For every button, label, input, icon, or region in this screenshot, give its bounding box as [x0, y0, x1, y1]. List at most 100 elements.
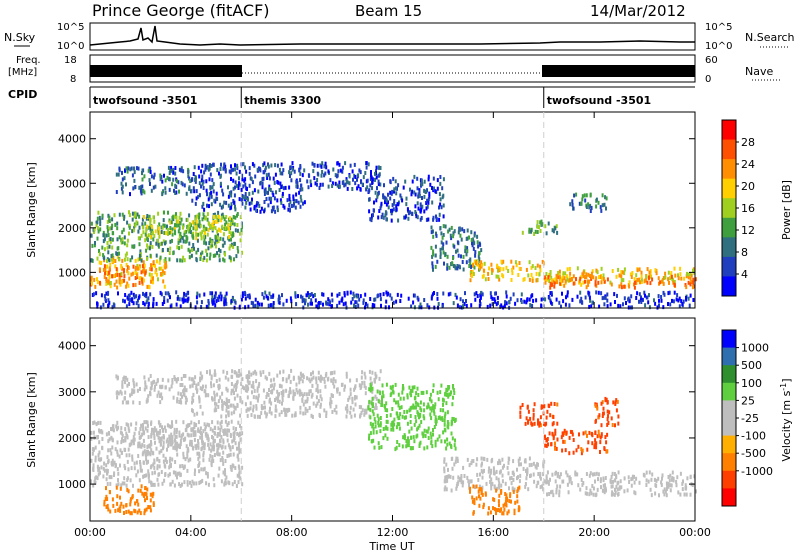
- range-gate-cell: [233, 222, 236, 227]
- range-gate-cell: [294, 205, 297, 210]
- freq-tick-left-top: 18: [64, 55, 77, 66]
- range-gate-cell: [94, 445, 97, 450]
- range-gate-cell: [404, 179, 407, 184]
- range-gate-cell: [236, 473, 239, 478]
- range-gate-cell: [124, 390, 127, 395]
- range-gate-cell: [458, 305, 461, 310]
- range-gate-cell: [413, 174, 416, 179]
- range-gate-cell: [672, 299, 675, 304]
- range-gate-cell: [438, 434, 441, 439]
- range-gate-cell: [382, 394, 385, 399]
- range-gate-cell: [98, 450, 101, 455]
- range-gate-cell: [442, 246, 444, 251]
- range-gate-cell: [522, 466, 525, 471]
- range-gate-cell: [354, 175, 357, 179]
- range-gate-cell: [497, 461, 499, 466]
- range-gate-cell: [121, 481, 124, 486]
- range-gate-cell: [227, 405, 230, 409]
- range-gate-cell: [153, 470, 156, 475]
- range-gate-cell: [105, 432, 108, 437]
- range-gate-cell: [163, 435, 165, 440]
- range-gate-cell: [208, 166, 211, 171]
- range-gate-cell: [212, 162, 215, 167]
- range-gate-cell: [482, 502, 485, 507]
- range-gate-cell: [290, 299, 293, 304]
- range-gate-cell: [497, 477, 500, 482]
- range-gate-cell: [214, 219, 217, 224]
- range-gate-cell: [115, 424, 118, 429]
- range-gate-cell: [282, 369, 285, 374]
- range-gate-cell: [568, 451, 571, 456]
- range-gate-cell: [103, 461, 106, 466]
- range-gate-cell: [215, 408, 218, 412]
- range-gate-cell: [349, 290, 352, 295]
- range-gate-cell: [545, 438, 548, 443]
- range-gate-cell: [100, 457, 103, 462]
- range-gate-cell: [129, 393, 132, 398]
- range-gate-cell: [447, 394, 450, 399]
- range-gate-cell: [318, 412, 321, 417]
- range-gate-cell: [476, 457, 479, 462]
- range-gate-cell: [495, 488, 498, 493]
- range-gate-cell: [303, 200, 306, 205]
- range-gate-cell: [187, 458, 190, 463]
- range-gate-cell: [390, 296, 393, 301]
- range-gate-cell: [152, 503, 155, 507]
- range-gate-cell: [446, 478, 449, 483]
- range-gate-cell: [509, 494, 512, 499]
- range-gate-cell: [204, 230, 206, 235]
- range-gate-cell: [214, 426, 217, 431]
- range-gate-cell: [382, 436, 385, 441]
- range-gate-cell: [201, 411, 204, 416]
- range-gate-cell: [373, 208, 375, 213]
- range-gate-cell: [171, 380, 174, 385]
- range-gate-cell: [161, 192, 164, 197]
- range-gate-cell: [211, 295, 214, 300]
- range-gate-cell: [248, 191, 251, 196]
- range-gate-cell: [377, 423, 380, 428]
- range-gate-cell: [368, 436, 370, 441]
- range-gate-cell: [162, 279, 165, 284]
- range-gate-cell: [208, 446, 211, 451]
- range-gate-cell: [226, 401, 229, 406]
- range-gate-cell: [617, 414, 620, 419]
- range-gate-cell: [539, 476, 542, 481]
- range-gate-cell: [439, 247, 442, 252]
- range-gate-cell: [123, 214, 126, 219]
- range-gate-cell: [255, 406, 258, 411]
- range-gate-cell: [352, 291, 355, 296]
- range-gate-cell: [206, 471, 209, 476]
- range-gate-cell: [185, 229, 188, 234]
- range-gate-cell: [268, 409, 271, 414]
- range-gate-cell: [379, 297, 382, 302]
- range-gate-cell: [152, 237, 155, 242]
- range-gate-cell: [144, 270, 147, 275]
- range-gate-cell: [563, 276, 566, 281]
- range-gate-cell: [402, 384, 404, 388]
- range-gate-cell: [301, 295, 304, 300]
- range-gate-cell: [232, 438, 235, 443]
- range-gate-cell: [311, 161, 314, 166]
- range-gate-cell: [410, 426, 413, 431]
- range-gate-cell: [406, 443, 409, 448]
- range-gate-cell: [132, 438, 135, 443]
- range-gate-cell: [214, 431, 217, 436]
- range-gate-cell: [222, 204, 224, 209]
- range-gate-cell: [236, 213, 238, 218]
- range-gate-cell: [107, 279, 110, 284]
- range-gate-cell: [330, 378, 333, 383]
- range-gate-cell: [189, 442, 191, 447]
- range-gate-cell: [408, 429, 411, 434]
- range-gate-cell: [677, 276, 680, 281]
- range-gate-cell: [429, 406, 432, 411]
- range-gate-cell: [238, 373, 241, 378]
- range-gate-cell: [193, 246, 195, 251]
- range-gate-cell: [323, 408, 326, 413]
- range-gate-cell: [396, 440, 399, 444]
- range-gate-cell: [131, 229, 134, 234]
- range-gate-cell: [341, 382, 344, 387]
- range-gate-cell: [222, 431, 225, 436]
- range-gate-cell: [210, 190, 213, 195]
- range-gate-cell: [615, 274, 618, 279]
